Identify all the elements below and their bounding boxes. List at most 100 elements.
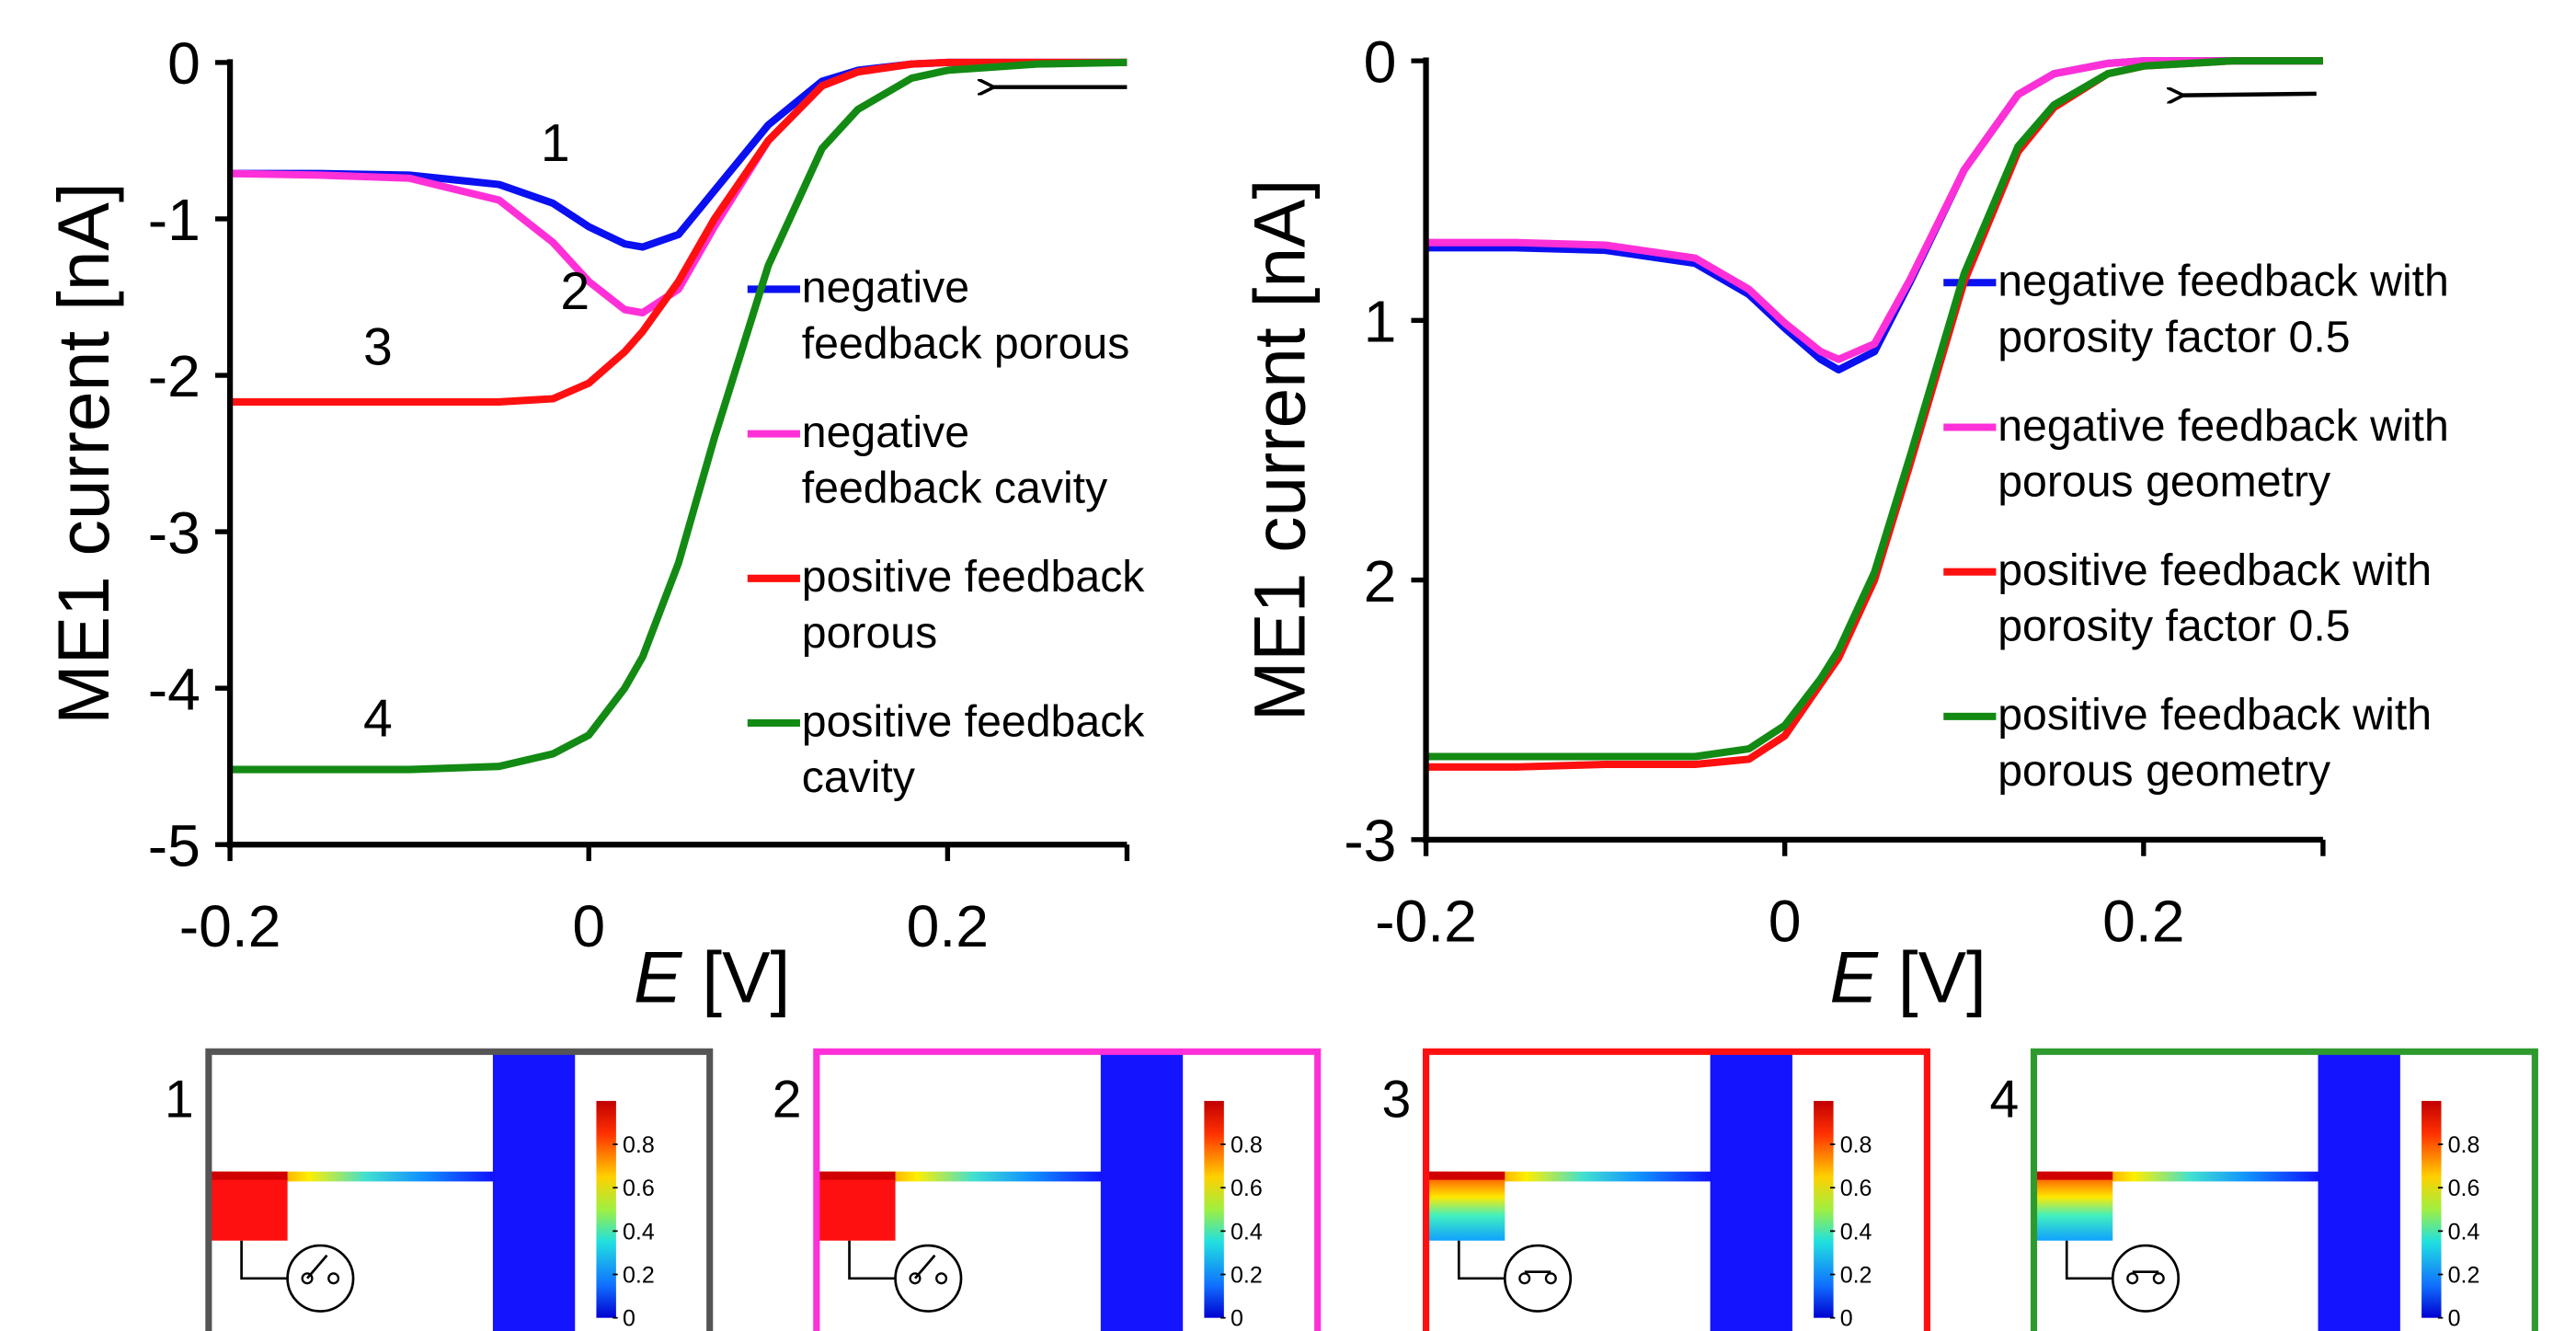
switch <box>306 1254 328 1279</box>
circuit-circle <box>894 1244 963 1313</box>
channel <box>2033 1171 2320 1182</box>
legend-label: negative feedback porous <box>801 262 1130 369</box>
electrode-block <box>2318 1051 2400 1331</box>
colorbar-tick-label: 0.2 <box>623 1262 655 1288</box>
colorbar-tick-label: 0.8 <box>623 1132 655 1158</box>
contact <box>1518 1272 1531 1285</box>
panel-label: 2 <box>773 1071 802 1130</box>
colorbar-tick-label: 0.4 <box>2448 1219 2480 1245</box>
colorbar-tick-label: 0.8 <box>1231 1132 1263 1158</box>
series-line <box>1425 57 2323 761</box>
y-tick-label: -3 <box>148 499 200 566</box>
electrode-block <box>1100 1051 1184 1331</box>
y-axis-label: ME1 current [nA] <box>1239 179 1320 722</box>
colorbar-tick-label: 0.2 <box>2448 1262 2480 1288</box>
series-line <box>1425 57 2323 363</box>
colorbar-tick-label: 0.6 <box>1840 1176 1872 1201</box>
y-tick-label: -3 <box>1344 808 1396 874</box>
colorbar-tick-label: 0.6 <box>623 1176 655 1201</box>
circuit-circle <box>286 1244 355 1313</box>
colorbar <box>1814 1100 1834 1318</box>
legend-label: positive feedback with porous geometry <box>1998 690 2433 796</box>
y-tick-label: -2 <box>148 343 200 409</box>
contact <box>327 1272 340 1285</box>
x-tick-label: -0.2 <box>179 893 281 959</box>
panel-label: 1 <box>165 1071 194 1130</box>
circuit-wire <box>240 1240 288 1280</box>
cavity-top <box>208 1171 288 1180</box>
cavity <box>1425 1177 1506 1241</box>
legend-label: positive feedback porous <box>801 552 1145 658</box>
x-tick-label: 0 <box>1769 889 1802 955</box>
series-line <box>230 58 1128 774</box>
x-axis-label: E [V] <box>1829 937 1986 1018</box>
colorbar-tick-label: 0.6 <box>1231 1176 1263 1201</box>
x-tick-label: -0.2 <box>1375 889 1477 955</box>
x-axis-unit: [V] <box>1898 937 1986 1018</box>
x-axis-unit: [V] <box>702 937 790 1018</box>
contact <box>2152 1272 2165 1285</box>
colorbar-tick-label: 0.8 <box>1840 1132 1872 1158</box>
series-line <box>230 58 1128 251</box>
legend-item: negative feedback porous <box>801 262 1130 369</box>
legend-item: negative feedback cavity <box>801 407 1108 513</box>
panel-frame <box>2030 1048 2538 1331</box>
y-tick-label: 0 <box>167 30 200 97</box>
colorbar-tick-label: 0.4 <box>1840 1219 1872 1245</box>
curve-label: 2 <box>560 262 590 321</box>
colorbar-tick-label: 0.8 <box>2448 1132 2480 1158</box>
colorbar-tick-label: 0 <box>1840 1306 1853 1331</box>
curve-label: 3 <box>363 318 393 377</box>
legend-label: negative feedback with porous geometry <box>1998 400 2449 507</box>
legend-item: positive feedback with porosity factor 0… <box>1998 545 2432 650</box>
circuit-circle <box>1503 1244 1573 1313</box>
legend-label: negative feedback cavity <box>801 407 1108 513</box>
colorbar-tick-label: 0 <box>1231 1306 1243 1331</box>
y-axis-label: ME1 current [nA] <box>43 182 124 725</box>
panel-label: 3 <box>1382 1071 1412 1130</box>
x-tick-label: 0.2 <box>907 893 989 959</box>
panel-label: 4 <box>1989 1071 2019 1130</box>
contact <box>1544 1272 1557 1285</box>
channel <box>816 1171 1103 1182</box>
y-tick-label: -5 <box>148 812 200 878</box>
x-tick-label: 0 <box>572 893 605 959</box>
circuit-circle <box>2111 1244 2181 1313</box>
curve-label: 1 <box>541 114 570 173</box>
legend-label: positive feedback cavity <box>801 696 1145 802</box>
switch <box>913 1254 936 1279</box>
circuit-wire <box>848 1240 896 1280</box>
colorbar-tick-label: 0.4 <box>623 1219 655 1245</box>
contact <box>2126 1272 2139 1285</box>
colorbar <box>2421 1100 2442 1318</box>
x-tick-label: 0.2 <box>2102 889 2184 955</box>
panel-frame <box>205 1048 714 1331</box>
colorbar-tick-label: 0 <box>623 1306 635 1331</box>
y-tick-label: -4 <box>148 656 200 722</box>
legend-item: positive feedback with porous geometry <box>1998 690 2433 796</box>
colorbar-tick-label: 0.4 <box>1231 1219 1263 1245</box>
y-tick-label: -1 <box>148 187 200 253</box>
colorbar-tick-label: 0 <box>2448 1306 2461 1331</box>
legend-item: positive feedback cavity <box>801 696 1145 802</box>
cavity <box>208 1177 288 1241</box>
colorbar <box>1204 1100 1224 1318</box>
colorbar <box>596 1100 616 1318</box>
cavity-top <box>1425 1171 1506 1180</box>
electrode-block <box>492 1051 576 1331</box>
y-tick-label: 0 <box>1364 29 1397 95</box>
x-axis-symbol: E <box>1829 937 1879 1018</box>
cavity-top <box>816 1171 896 1180</box>
legend-item: negative feedback with porous geometry <box>1998 400 2449 507</box>
x-axis-label: E [V] <box>634 937 790 1018</box>
sweep-arrow <box>2181 94 2317 96</box>
legend-label: negative feedback with porosity factor 0… <box>1998 256 2449 362</box>
panel-frame <box>813 1048 1322 1331</box>
y-tick-label: 2 <box>1364 548 1397 614</box>
curve-label: 4 <box>363 689 393 748</box>
y-tick-label: 1 <box>1364 289 1397 355</box>
panel-frame <box>1422 1048 1930 1331</box>
legend-item: negative feedback with porosity factor 0… <box>1998 256 2449 362</box>
circuit-wire <box>1457 1240 1506 1280</box>
